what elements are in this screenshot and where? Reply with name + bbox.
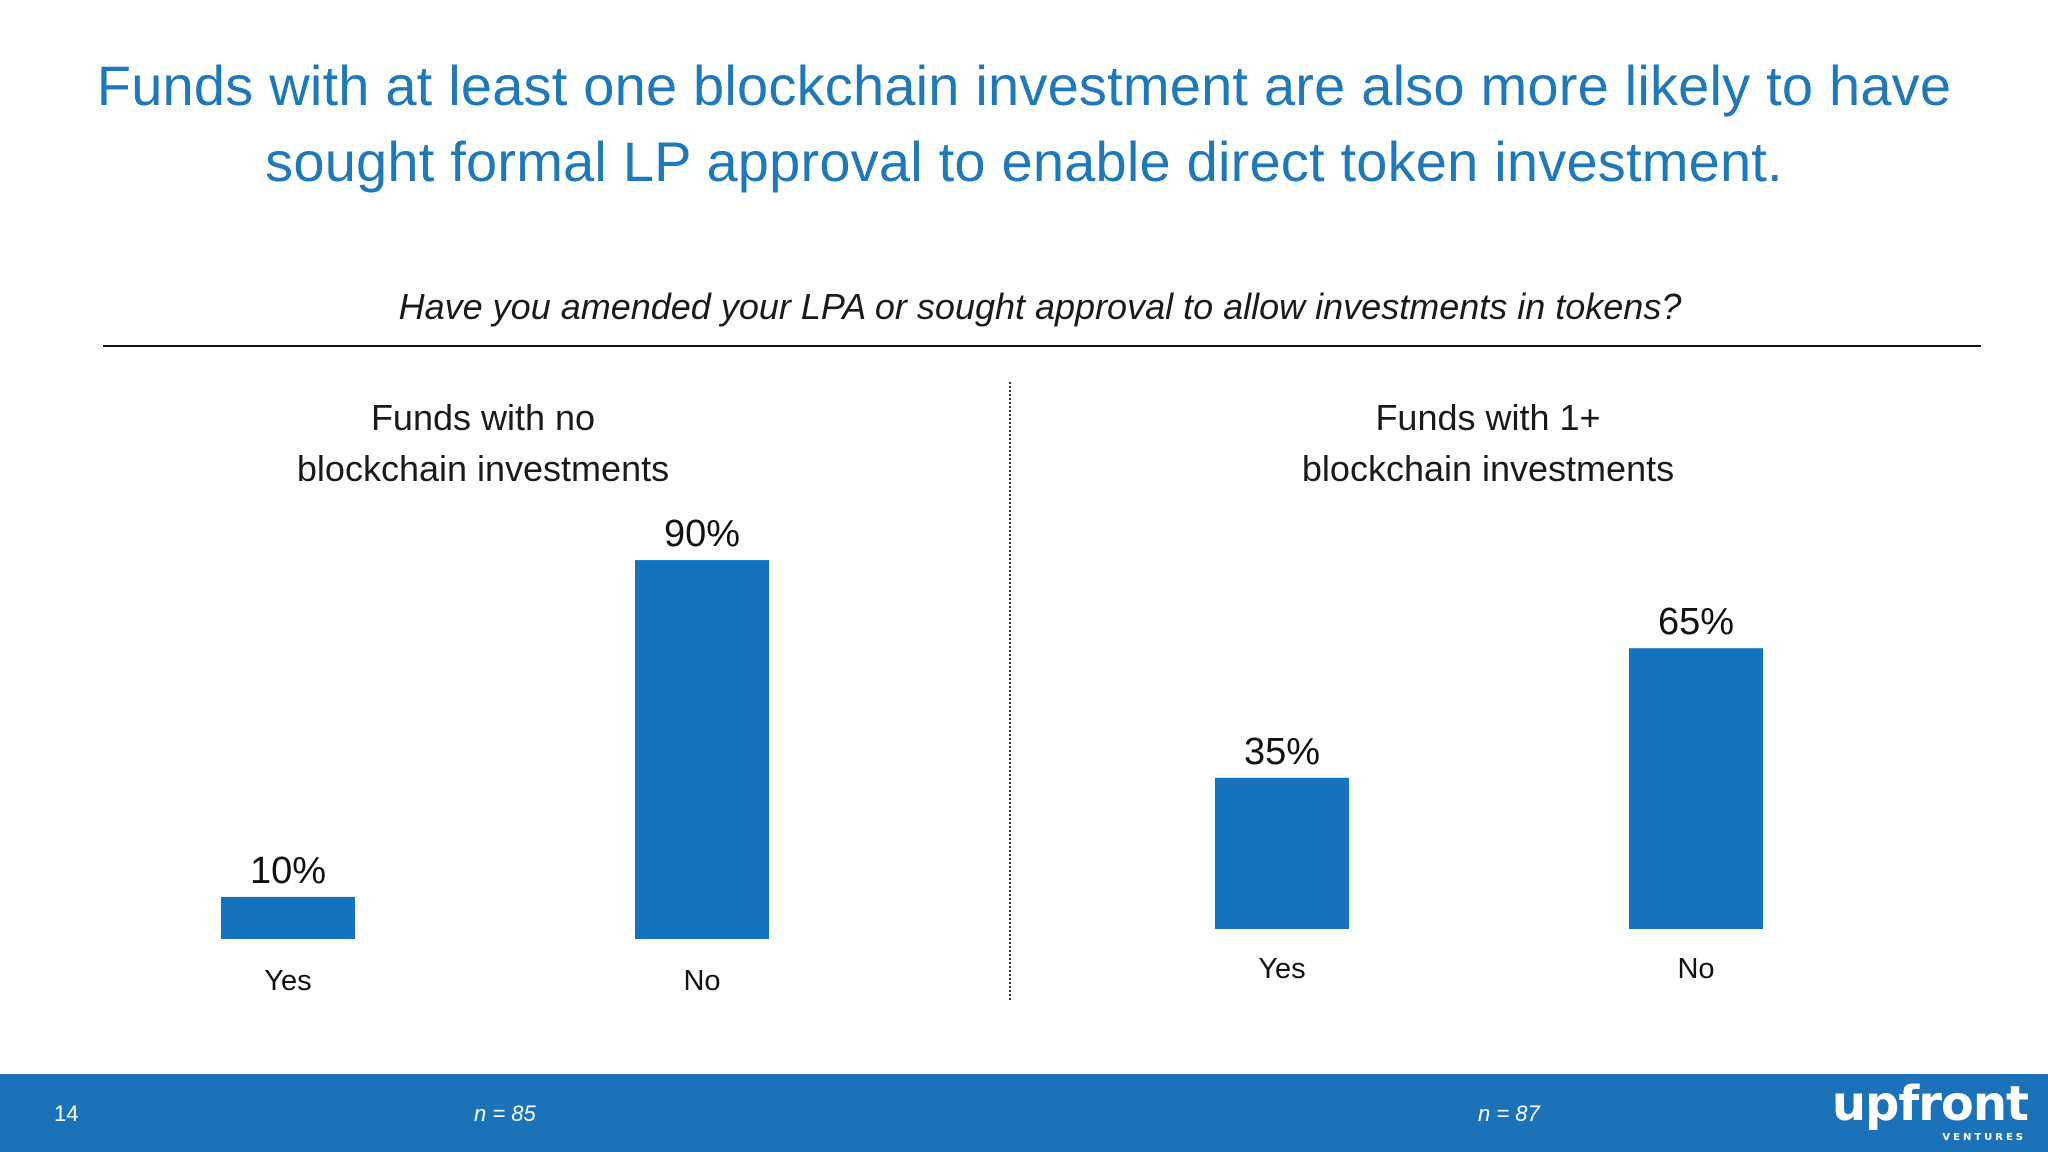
left-bar-yes [221,896,355,939]
survey-question: Have you amended your LPA or sought appr… [398,286,1682,327]
right-chart-title: Funds with 1+ blockchain investments [1138,392,1838,494]
right-sample-size: n = 87 [1478,1101,1540,1126]
bar-charts: 10% Yes 90% No 35% Yes 65% No [221,513,1763,997]
right-value-label-yes: 35% [1244,731,1320,773]
right-chart-title-line-1: Funds with 1+ [1375,397,1601,438]
right-bar-no [1629,648,1763,929]
left-category-label-no: No [683,965,720,997]
right-category-label-yes: Yes [1258,953,1305,985]
logo-subtext: VENTURES [1942,1132,2026,1143]
logo-wordmark: upfront [1831,1076,2029,1132]
page-number: 14 [54,1101,79,1126]
footer-bar: 14 n = 85 n = 87 upfront VENTURES [0,1074,2048,1152]
right-value-label-no: 65% [1658,601,1734,643]
right-bar-yes [1215,777,1349,929]
left-bar-no [635,560,769,939]
panel-divider-dotted [1009,382,1011,1000]
left-sample-size: n = 85 [474,1101,536,1126]
question-divider-line [103,345,1981,347]
right-chart-title-line-2: blockchain investments [1301,448,1675,489]
right-category-label-no: No [1677,953,1714,985]
left-value-label-no: 90% [664,513,740,555]
page-title-line-2: sought formal LP approval to enable dire… [265,130,1783,193]
left-value-label-yes: 10% [250,850,326,892]
left-category-label-yes: Yes [264,965,311,997]
left-chart-title-line-1: Funds with no [370,397,596,438]
page-title: Funds with at least one blockchain inves… [70,48,1978,200]
left-chart-title: Funds with no blockchain investments [133,392,833,494]
page-title-line-1: Funds with at least one blockchain inves… [96,54,1952,117]
left-chart-title-line-2: blockchain investments [296,448,670,489]
upfront-ventures-logo: upfront VENTURES [1818,1076,2029,1146]
